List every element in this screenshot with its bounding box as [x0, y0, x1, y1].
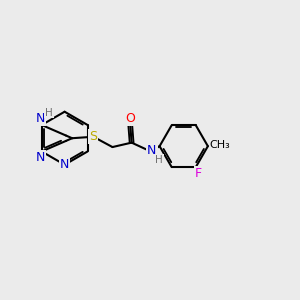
Text: N: N [147, 144, 157, 157]
Text: N: N [35, 112, 45, 125]
Text: H: H [45, 108, 53, 118]
Text: S: S [89, 130, 97, 143]
Text: F: F [195, 167, 202, 180]
Text: H: H [155, 155, 163, 165]
Text: N: N [60, 158, 69, 171]
Text: CH₃: CH₃ [210, 140, 231, 150]
Text: N: N [35, 152, 45, 164]
Text: O: O [125, 112, 135, 125]
